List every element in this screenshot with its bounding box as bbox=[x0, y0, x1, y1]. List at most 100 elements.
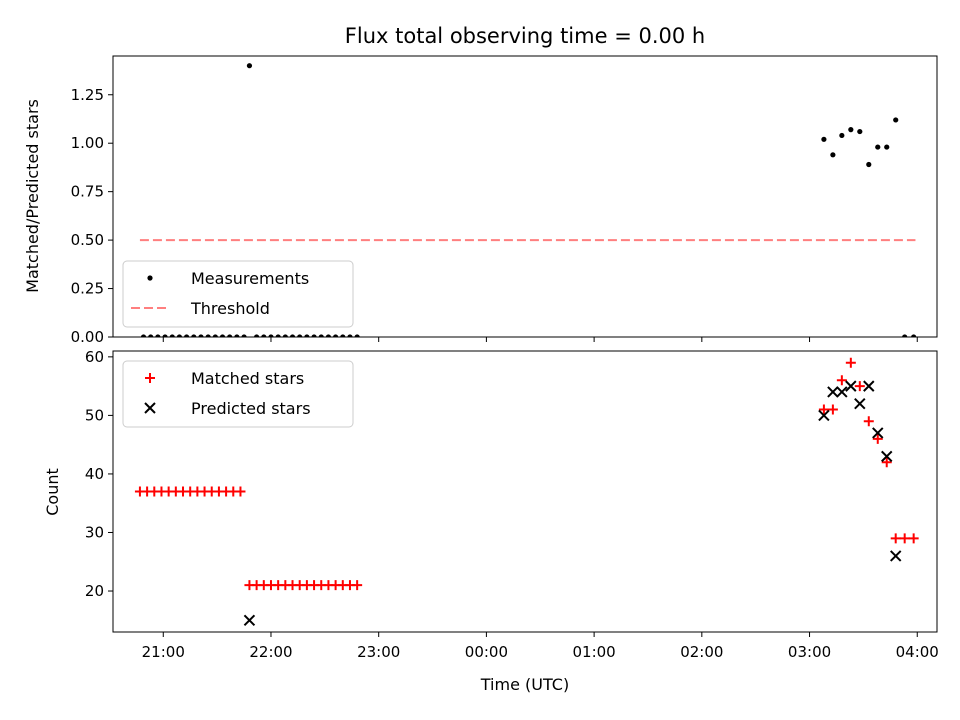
measurements-point bbox=[155, 334, 161, 337]
measurements-point bbox=[282, 334, 288, 337]
measurements-point bbox=[304, 334, 310, 337]
measurements-point bbox=[198, 334, 204, 337]
predicted-stars-point bbox=[243, 614, 256, 626]
measurements-point bbox=[325, 334, 332, 337]
measurements-point bbox=[866, 161, 872, 168]
measurements-point bbox=[268, 334, 274, 337]
matched-stars-point bbox=[352, 580, 363, 591]
predicted-stars-point bbox=[818, 409, 830, 422]
plot-area bbox=[134, 357, 919, 626]
axes-frame bbox=[112, 55, 938, 338]
legend: Matched stars Predicted stars bbox=[122, 360, 354, 428]
predicted-stars-legend-label: Predicted stars bbox=[191, 399, 311, 418]
bottom-panel: 20 30 40 50 60 21:00 22:00 23:00 00:00 01:00 02:00… bbox=[85, 348, 939, 661]
y-tick-label: 0.75 bbox=[71, 183, 104, 201]
legend-box bbox=[122, 260, 354, 328]
predicted-stars-point bbox=[845, 380, 857, 392]
matched-stars-point bbox=[845, 357, 856, 368]
measurements-legend-label: Measurements bbox=[191, 269, 309, 288]
measurements-point bbox=[902, 334, 908, 337]
y-tick-label: 60 bbox=[85, 348, 104, 366]
measurements-point bbox=[148, 334, 154, 337]
x-tick-label: 01:00 bbox=[572, 643, 615, 661]
x-axis-label: Time (UTC) bbox=[480, 675, 569, 694]
x-tick-label: 22:00 bbox=[249, 643, 292, 661]
predicted-stars-point bbox=[827, 386, 839, 398]
matched-stars-point bbox=[872, 433, 883, 444]
matched-stars-point bbox=[899, 533, 910, 544]
measurements-point bbox=[311, 334, 317, 337]
bottom-y-axis-label: Count bbox=[43, 468, 62, 516]
measurements-point bbox=[212, 334, 218, 337]
measurements-point bbox=[848, 127, 854, 133]
matched-stars-point bbox=[863, 416, 874, 427]
legend: Measurements Threshold bbox=[122, 260, 354, 328]
measurements-point bbox=[893, 117, 899, 123]
y-tick-label: 1.00 bbox=[71, 134, 104, 152]
measurements-point bbox=[246, 63, 253, 69]
matched-stars-point bbox=[881, 457, 892, 468]
predicted-stars-point bbox=[836, 386, 848, 398]
y-tick-label: 0.50 bbox=[71, 231, 104, 249]
measurements-point bbox=[884, 144, 890, 150]
x-tick-label: 23:00 bbox=[357, 643, 400, 661]
measurements-point bbox=[254, 334, 260, 337]
top-y-axis-label: Matched/Predicted stars bbox=[23, 99, 42, 293]
matched-stars-point bbox=[854, 381, 865, 392]
top-panel: 0.00 0.25 0.50 0.75 1.00 1.25 Measurements Thre… bbox=[71, 55, 938, 346]
y-tick-label: 20 bbox=[85, 582, 104, 600]
measurements-point bbox=[241, 334, 247, 337]
measurements-point bbox=[191, 334, 197, 337]
x-tick-label: 02:00 bbox=[680, 643, 723, 661]
predicted-stars-legend-swatch bbox=[144, 402, 156, 414]
measurements-point bbox=[830, 152, 836, 158]
measurements-point bbox=[234, 334, 240, 337]
measurements-point bbox=[289, 334, 296, 337]
matched-stars-point bbox=[235, 486, 246, 497]
y-tick-label: 40 bbox=[85, 465, 104, 483]
y-tick-label: 1.25 bbox=[71, 86, 104, 104]
measurements-point bbox=[275, 334, 281, 337]
predicted-stars-point bbox=[890, 550, 902, 562]
measurements-point bbox=[857, 128, 863, 135]
legend-box bbox=[122, 360, 354, 428]
measurements-point bbox=[227, 334, 233, 337]
measurements-point bbox=[821, 136, 827, 142]
predicted-stars-point bbox=[872, 427, 884, 439]
y-tick-label: 0.00 bbox=[71, 328, 104, 346]
y-tick-label: 50 bbox=[85, 406, 104, 424]
predicted-stars-point bbox=[881, 450, 893, 463]
x-tick-label: 00:00 bbox=[465, 643, 508, 661]
measurements-point bbox=[318, 334, 324, 337]
matched-stars-point bbox=[818, 404, 829, 415]
measurements-point bbox=[261, 334, 267, 337]
x-tick-label: 03:00 bbox=[788, 643, 831, 661]
x-tick-label: 21:00 bbox=[142, 643, 185, 661]
matched-stars-legend-label: Matched stars bbox=[191, 369, 304, 388]
measurements-point bbox=[205, 334, 211, 337]
axes-frame bbox=[112, 350, 938, 633]
matched-stars-point bbox=[890, 533, 901, 544]
predicted-stars-point bbox=[854, 397, 866, 410]
measurements-point bbox=[347, 334, 353, 337]
measurements-point bbox=[219, 334, 226, 337]
threshold-legend-label: Threshold bbox=[190, 299, 270, 318]
plot-area bbox=[139, 63, 917, 337]
matched-stars-point bbox=[836, 375, 847, 386]
chart-title: Flux total observing time = 0.00 h bbox=[345, 24, 705, 48]
measurements-legend-swatch bbox=[147, 275, 153, 281]
y-tick-label: 30 bbox=[85, 523, 104, 541]
measurements-point bbox=[140, 334, 147, 337]
predicted-stars-point bbox=[863, 380, 875, 392]
measurements-point bbox=[340, 334, 346, 337]
measurements-point bbox=[184, 334, 190, 337]
measurements-point bbox=[333, 334, 339, 337]
matched-stars-point bbox=[827, 404, 838, 415]
measurements-point bbox=[839, 132, 845, 139]
x-tick-label: 04:00 bbox=[896, 643, 939, 661]
measurements-point bbox=[875, 144, 881, 150]
measurements-point bbox=[169, 334, 175, 337]
measurements-point bbox=[176, 334, 183, 337]
